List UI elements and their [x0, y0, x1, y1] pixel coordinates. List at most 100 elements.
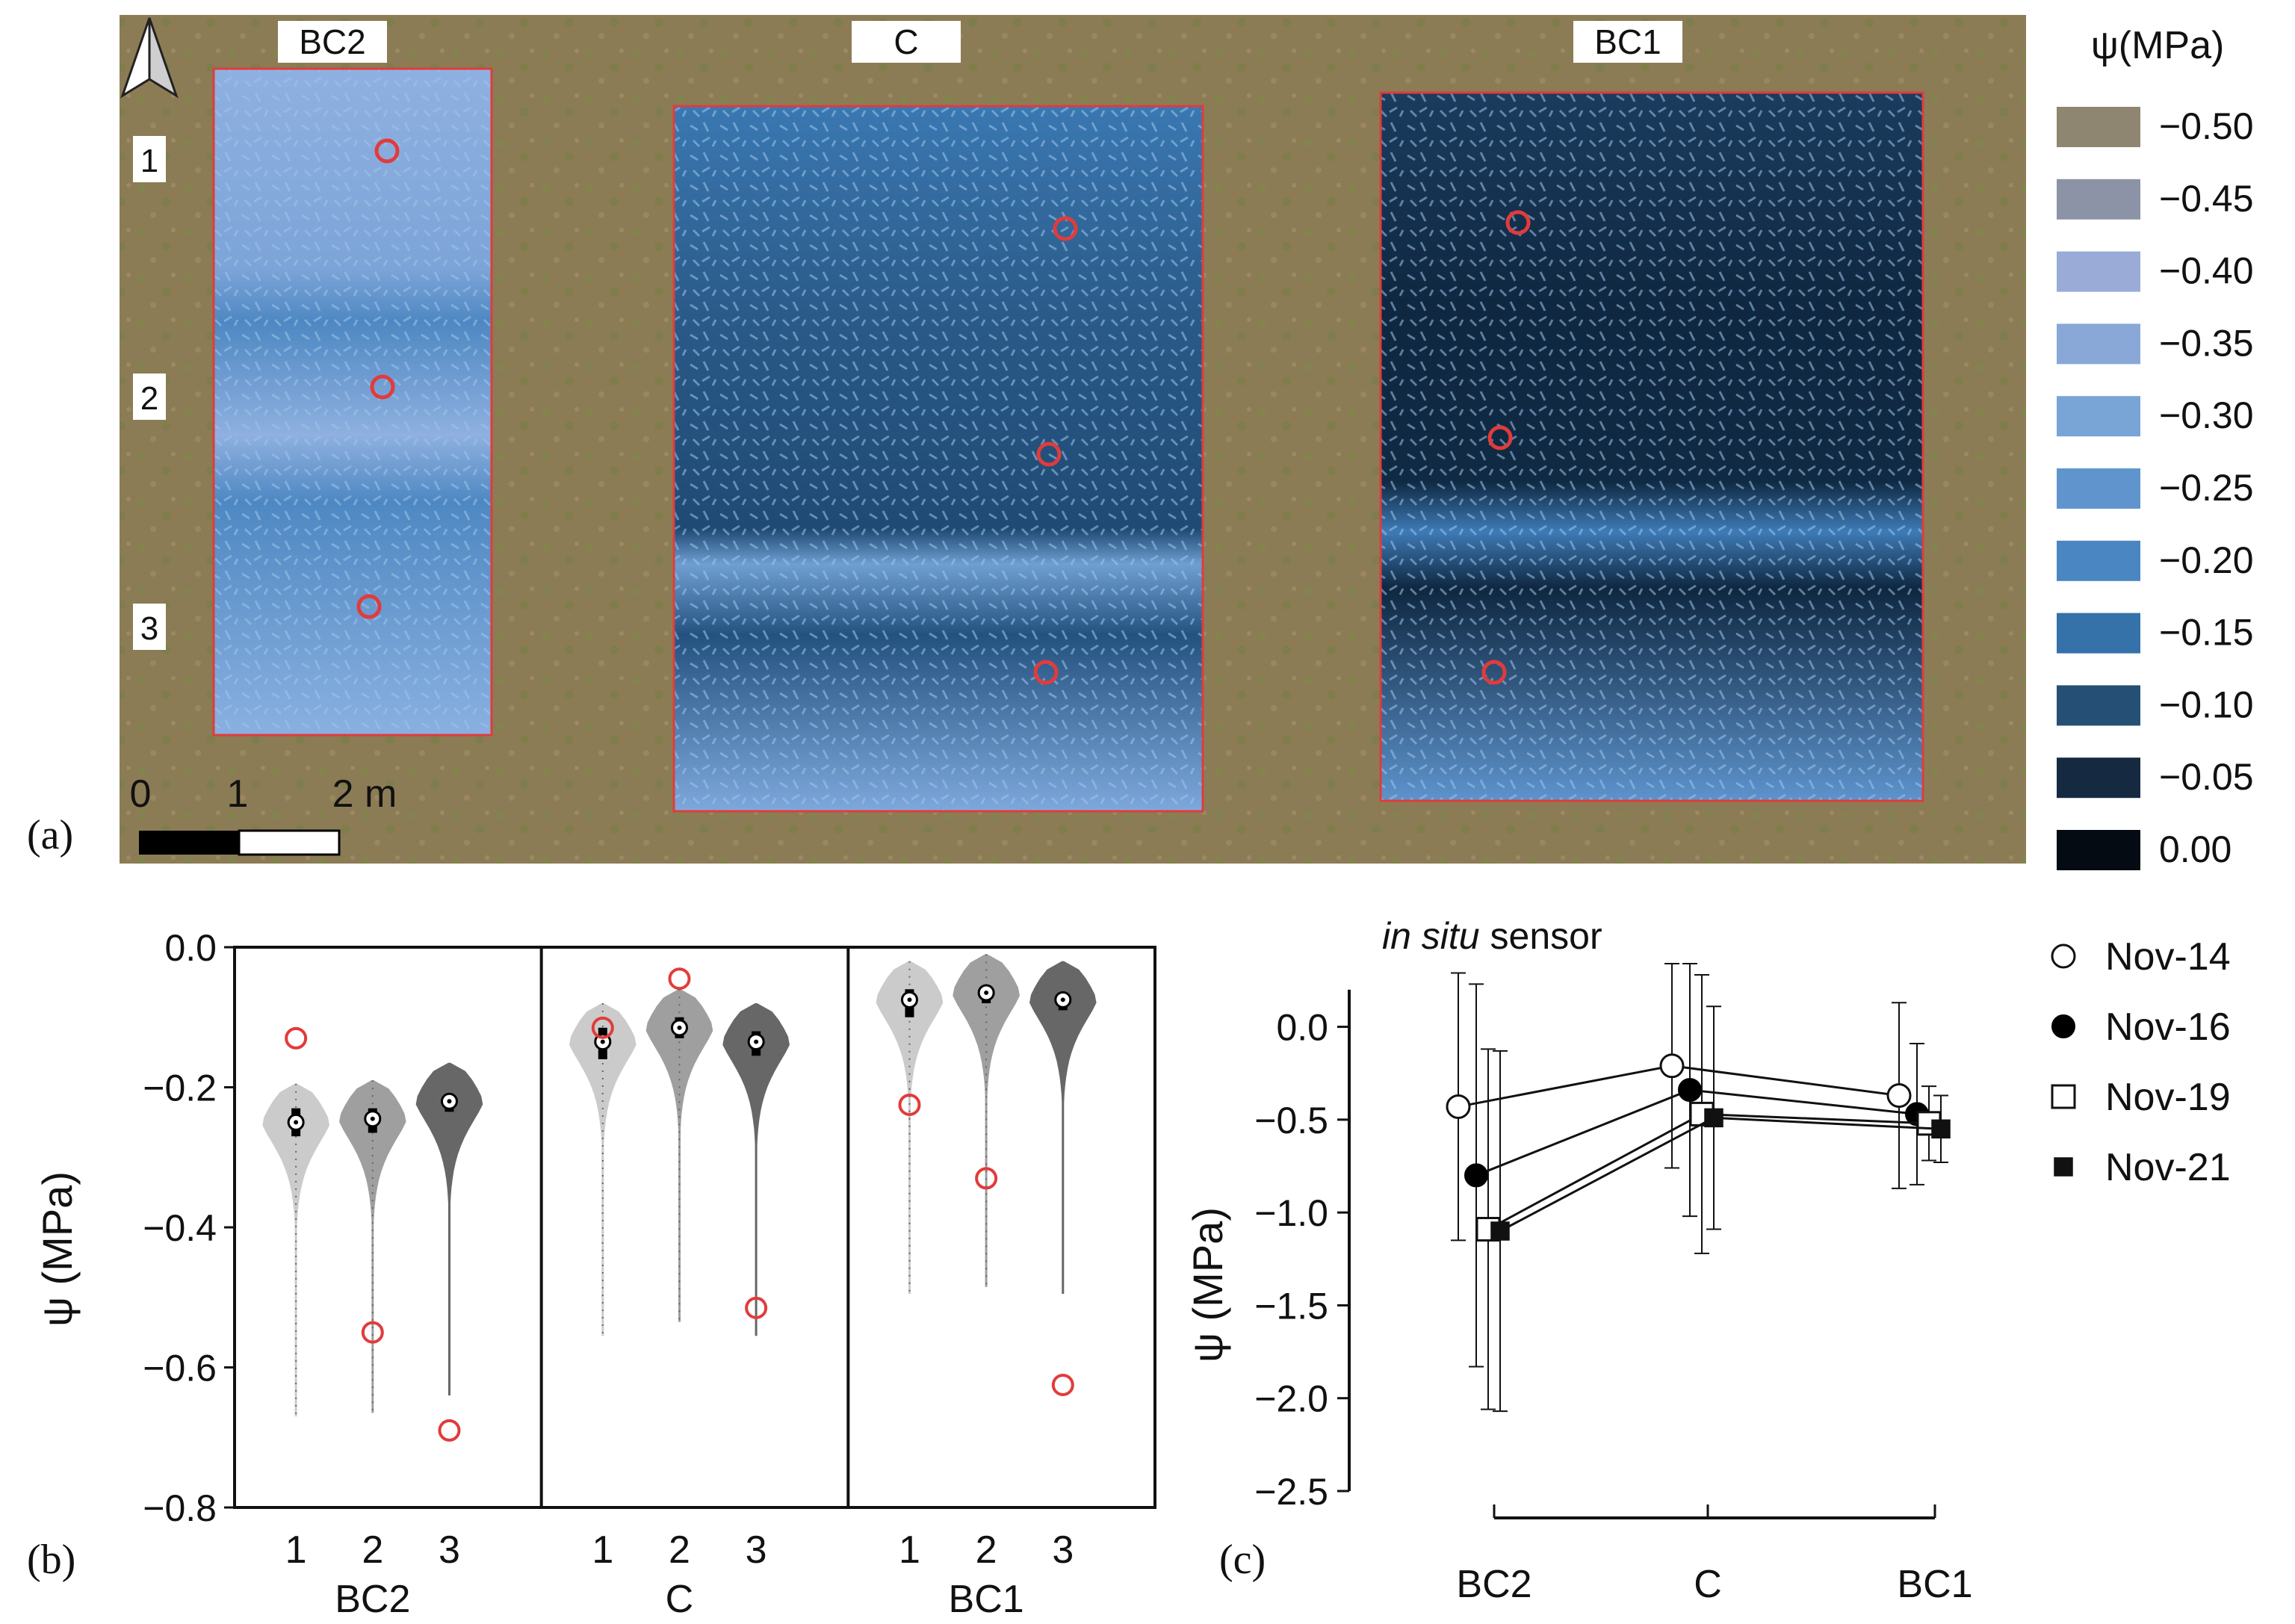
plot-bc1-border	[1379, 91, 1924, 802]
panel-c-ylabel: ψ (MPa)	[1184, 1207, 1231, 1363]
sensor-value-marker	[1051, 1373, 1074, 1396]
legend-label: −0.30	[2159, 394, 2254, 436]
legend-swatch	[2055, 394, 2142, 438]
sensor-value-marker	[898, 1093, 921, 1116]
x-tick-label: 2	[669, 1528, 690, 1572]
panel-a-map: BC2 C BC1 1 2 3 0 1 2 m (a)	[27, 15, 2026, 864]
legend-swatch	[2055, 756, 2142, 800]
data-point	[2051, 1014, 2075, 1038]
legend-entry-nov-16: Nov-16	[2105, 1005, 2231, 1049]
data-point	[1704, 1108, 1723, 1128]
series-line-nov-19	[1487, 1112, 1930, 1230]
sensor-value-marker	[438, 1419, 461, 1442]
sensor-marker	[1481, 660, 1507, 685]
sensor-value-marker	[285, 1026, 308, 1050]
median-dot	[754, 1039, 759, 1044]
median-dot	[294, 1120, 299, 1125]
x-tick-label: 2	[362, 1528, 383, 1572]
sensor-value-marker	[591, 1016, 614, 1039]
sensor-value-marker	[361, 1321, 384, 1344]
x-tick-label: 3	[439, 1528, 460, 1572]
data-point	[1659, 1053, 1685, 1079]
violin-bc1-2	[953, 954, 1020, 1287]
data-point	[2051, 943, 2076, 969]
plot-bc2-texture	[214, 69, 492, 735]
legend-swatch	[2055, 322, 2142, 366]
x-tick-label: 1	[592, 1528, 613, 1572]
y-tick-label: −0.6	[143, 1348, 217, 1389]
row-label-1: 1	[140, 143, 158, 179]
x-tick-label: 1	[285, 1528, 307, 1572]
sensor-marker	[1033, 660, 1059, 685]
plot-label-bc1: BC1	[1594, 22, 1661, 61]
median-dot	[984, 990, 989, 995]
legend-label: −0.25	[2159, 467, 2254, 509]
x-tick-label: 1	[899, 1528, 920, 1572]
sensor-value-marker	[668, 967, 691, 991]
plot-c-border	[672, 105, 1204, 813]
data-point	[1678, 1078, 1702, 1103]
legend-swatch	[2055, 467, 2142, 510]
scale-bar-white	[238, 829, 341, 856]
x-tick-label: BC2	[1456, 1563, 1531, 1606]
sensor-marker	[356, 594, 382, 619]
sensor-marker	[370, 374, 395, 400]
plot-label-box	[852, 21, 961, 63]
plot-label-box	[278, 21, 387, 63]
y-tick-label: −2.5	[1254, 1471, 1328, 1513]
plot-bc1-texture	[1381, 93, 1923, 801]
data-point	[1464, 1163, 1488, 1188]
legend-label: −0.50	[2159, 105, 2254, 147]
plot-c-texture	[674, 106, 1203, 811]
x-tick-label: BC1	[1897, 1563, 1972, 1606]
series-line-nov-21	[1499, 1116, 1942, 1233]
scale-tick-0: 0	[130, 772, 152, 816]
group-label: BC2	[335, 1578, 410, 1621]
data-point	[1490, 1221, 1510, 1241]
legend-label: −0.20	[2159, 539, 2254, 581]
sensor-value-marker	[745, 1296, 768, 1319]
legend-swatch	[2055, 177, 2142, 221]
violin-c-2	[645, 989, 713, 1322]
legend-label: −0.05	[2159, 756, 2254, 798]
violin-c-3	[722, 1003, 790, 1336]
sensor-marker	[1487, 425, 1513, 450]
violin-bc1-3	[1029, 961, 1097, 1295]
panel-c-line-chart: in situ sensor 0.0 −0.5 −1.0 −1.5 −2.0 −2.5 BC…	[1184, 915, 2231, 1606]
y-tick-label: −2.0	[1254, 1378, 1328, 1420]
x-tick-label: 3	[1052, 1528, 1074, 1572]
violin-bc1-1	[876, 961, 944, 1295]
x-tick-label: 2	[976, 1528, 997, 1572]
sensor-marker	[374, 138, 400, 164]
legend-entry-nov-21: Nov-21	[2105, 1146, 2231, 1189]
legend-swatch	[2055, 105, 2142, 149]
y-tick-label: 0.0	[1276, 1007, 1328, 1049]
scale-bar-black	[139, 831, 239, 855]
row-label-3: 3	[140, 610, 158, 647]
median-dot	[907, 997, 912, 1002]
x-tick-label: C	[1694, 1563, 1722, 1606]
legend-label: −0.45	[2159, 178, 2254, 220]
sensor-value-marker	[975, 1167, 998, 1190]
legend-label: 0.00	[2159, 828, 2231, 870]
y-tick-label: −1.0	[1254, 1192, 1328, 1234]
legend-swatch	[2055, 539, 2142, 583]
violin-bc2-3	[415, 1062, 483, 1395]
legend-label: −0.40	[2159, 250, 2254, 292]
data-point	[1931, 1119, 1951, 1139]
row-label-box	[133, 136, 166, 182]
y-tick-label: −0.2	[143, 1067, 217, 1109]
plot-label-c: C	[893, 22, 918, 61]
legend-swatch	[2055, 828, 2142, 872]
median-dot	[447, 1099, 452, 1104]
y-tick-label: 0.0	[164, 927, 217, 969]
legend-swatch	[2055, 611, 2142, 655]
median-dot	[677, 1025, 682, 1030]
y-tick-label: −0.4	[143, 1207, 217, 1249]
median-dot	[370, 1116, 375, 1121]
panel-b-label: (b)	[27, 1537, 75, 1583]
panel-b-ylabel: ψ (MPa)	[34, 1171, 81, 1327]
median-dot	[1060, 997, 1065, 1002]
